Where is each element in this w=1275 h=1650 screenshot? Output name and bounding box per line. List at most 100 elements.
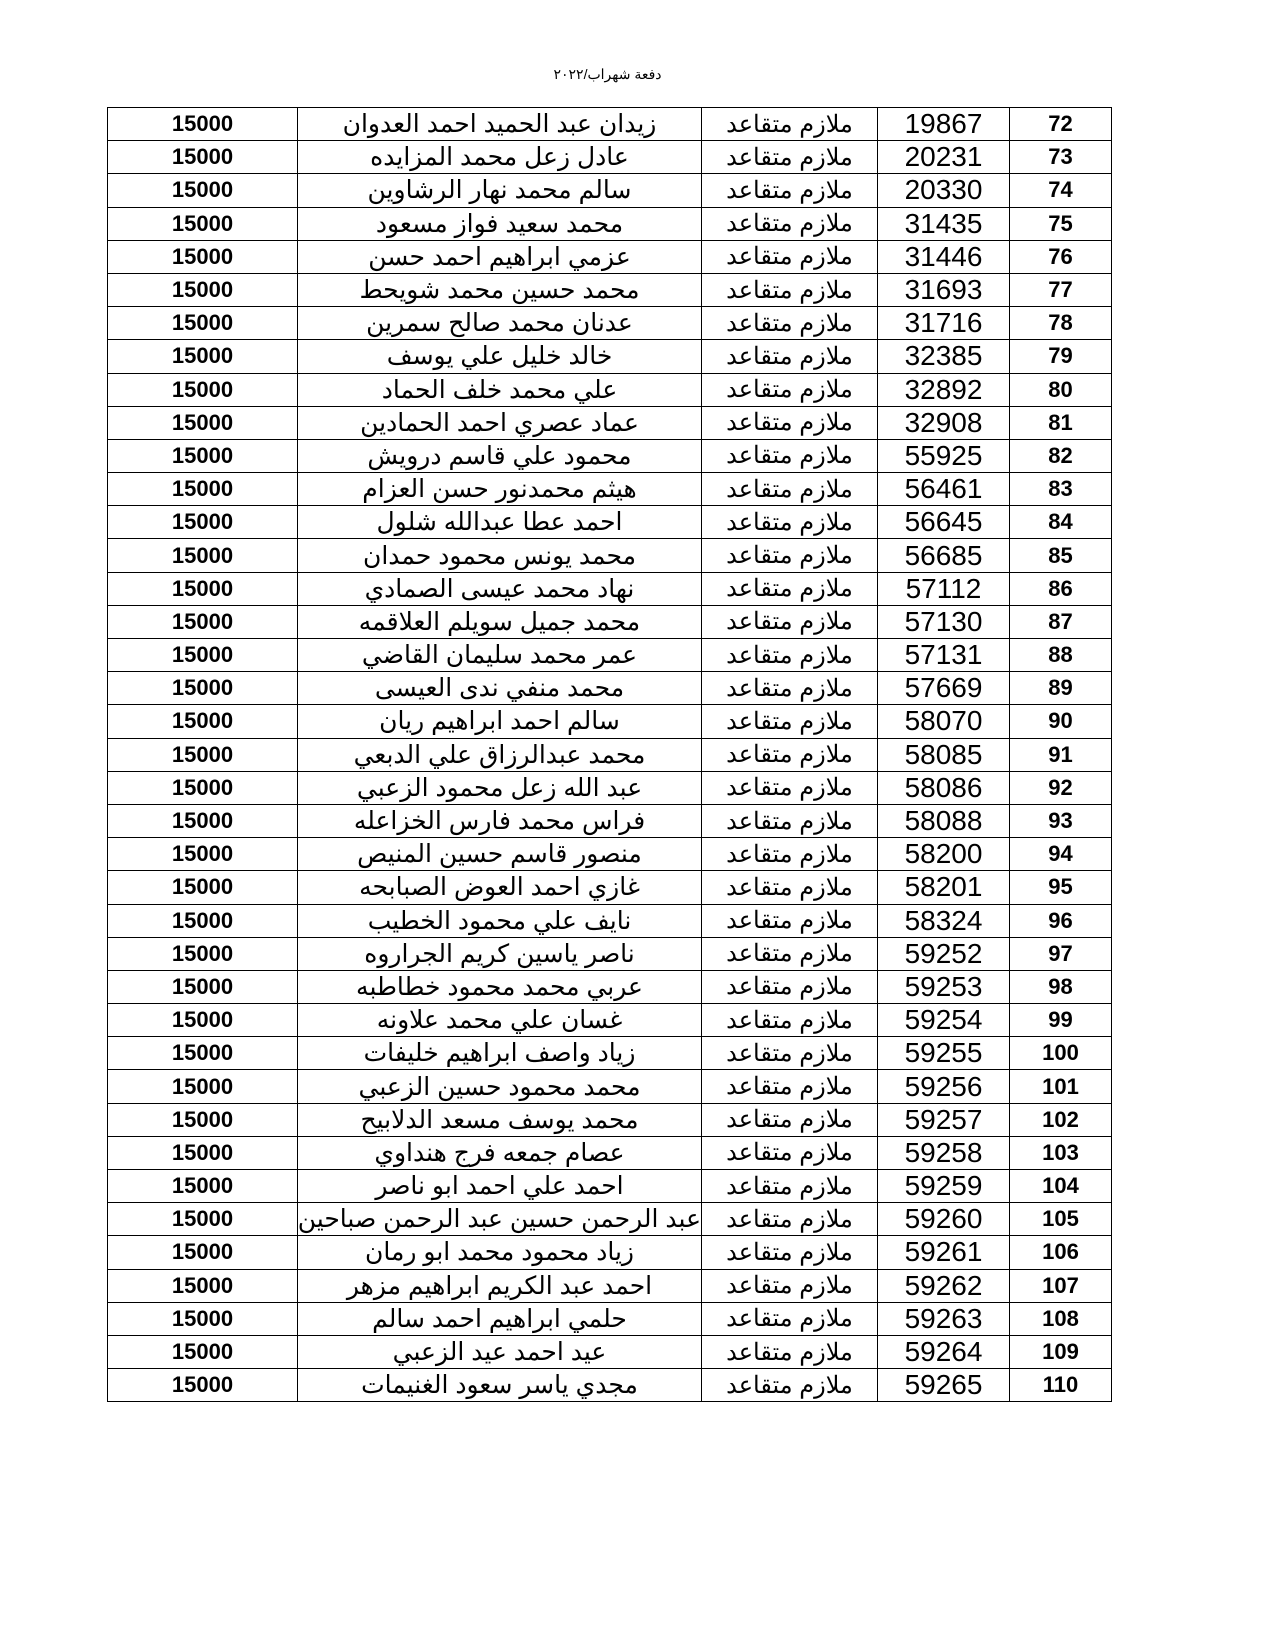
amount-cell: 15000 bbox=[107, 737, 298, 772]
sequence-cell: 105 bbox=[1009, 1202, 1112, 1237]
name-cell: عزمي ابراهيم احمد حسن bbox=[297, 239, 702, 274]
amount-cell: 15000 bbox=[107, 1268, 298, 1303]
amount-cell: 15000 bbox=[107, 1334, 298, 1370]
rank-cell: ملازم متقاعد bbox=[701, 1368, 878, 1403]
number-cell: 20231 bbox=[877, 140, 1010, 175]
amount-cell: 15000 bbox=[107, 1003, 298, 1038]
amount-cell: 15000 bbox=[107, 1069, 298, 1104]
amount-cell: 15000 bbox=[107, 903, 298, 938]
table-row: 15000 محمد جميل سويلم العلاقمه ملازم متقاع… bbox=[107, 604, 1112, 640]
table-row: 15000 عماد عصري احمد الحمادين ملازم متقاعد… bbox=[107, 405, 1112, 440]
number-cell: 20330 bbox=[877, 173, 1010, 208]
table-row: 15000 عزمي ابراهيم احمد حسن ملازم متقاعد 31… bbox=[107, 239, 1112, 274]
name-cell: غازي احمد العوض الصبابحه bbox=[297, 870, 702, 905]
table-row: 15000 عبد الله زعل محمود الزعبي ملازم متقا… bbox=[107, 770, 1112, 805]
table-row: 15000 محمد حسين محمد شويحط ملازم متقاعد 316… bbox=[107, 272, 1112, 308]
sequence-cell: 99 bbox=[1009, 1003, 1112, 1038]
amount-cell: 15000 bbox=[107, 1135, 298, 1171]
rank-cell: ملازم متقاعد bbox=[701, 1334, 878, 1370]
table-row: 15000 ناصر ياسين كريم الجراروه ملازم متقاع… bbox=[107, 936, 1112, 971]
name-cell: محمد حسين محمد شويحط bbox=[297, 272, 702, 308]
sequence-cell: 106 bbox=[1009, 1235, 1112, 1270]
rank-cell: ملازم متقاعد bbox=[701, 239, 878, 274]
amount-cell: 15000 bbox=[107, 306, 298, 341]
number-cell: 59263 bbox=[877, 1301, 1010, 1336]
table-row: 15000 احمد عبد الكريم ابراهيم مزهر ملازم م… bbox=[107, 1268, 1112, 1303]
rank-cell: ملازم متقاعد bbox=[701, 1135, 878, 1171]
table-row: 15000 زياد محمود محمد ابو رمان ملازم متقاع… bbox=[107, 1235, 1112, 1270]
rank-cell: ملازم متقاعد bbox=[701, 1036, 878, 1071]
rank-cell: ملازم متقاعد bbox=[701, 637, 878, 673]
amount-cell: 15000 bbox=[107, 372, 298, 407]
sequence-cell: 89 bbox=[1009, 671, 1112, 706]
number-cell: 31716 bbox=[877, 306, 1010, 341]
amount-cell: 15000 bbox=[107, 1168, 298, 1204]
amount-cell: 15000 bbox=[107, 1036, 298, 1071]
rank-cell: ملازم متقاعد bbox=[701, 538, 878, 573]
number-cell: 59264 bbox=[877, 1334, 1010, 1370]
table-row: 15000 محمد يونس محمود حمدان ملازم متقاعد 56… bbox=[107, 538, 1112, 573]
amount-cell: 15000 bbox=[107, 704, 298, 739]
amount-cell: 15000 bbox=[107, 936, 298, 971]
name-cell: محمود علي قاسم درويش bbox=[297, 438, 702, 474]
name-cell: عدنان محمد صالح سمرين bbox=[297, 306, 702, 341]
rank-cell: ملازم متقاعد bbox=[701, 339, 878, 374]
number-cell: 59258 bbox=[877, 1135, 1010, 1171]
amount-cell: 15000 bbox=[107, 637, 298, 673]
table-row: 15000 منصور قاسم حسين المنيص ملازم متقاعد 5… bbox=[107, 837, 1112, 872]
sequence-cell: 86 bbox=[1009, 571, 1112, 606]
rank-cell: ملازم متقاعد bbox=[701, 405, 878, 440]
name-cell: عيد احمد عيد الزعبي bbox=[297, 1334, 702, 1370]
sequence-cell: 73 bbox=[1009, 140, 1112, 175]
table-row: 15000 محمد سعيد فواز مسعود ملازم متقاعد 314… bbox=[107, 206, 1112, 241]
rank-cell: ملازم متقاعد bbox=[701, 372, 878, 407]
table-row: 15000 فراس محمد فارس الخزاعله ملازم متقاعد… bbox=[107, 803, 1112, 839]
name-cell: عبد الرحمن حسين عبد الرحمن صباحين bbox=[297, 1202, 702, 1237]
table-row: 15000 عادل زعل محمد المزايده ملازم متقاعد 2… bbox=[107, 140, 1112, 175]
name-cell: محمد عبدالرزاق علي الدبعي bbox=[297, 737, 702, 772]
number-cell: 58324 bbox=[877, 903, 1010, 938]
table-row: 15000 عصام جمعه فرج هنداوي ملازم متقاعد 592… bbox=[107, 1135, 1112, 1171]
name-cell: عمر محمد سليمان القاضي bbox=[297, 637, 702, 673]
rank-cell: ملازم متقاعد bbox=[701, 969, 878, 1005]
sequence-cell: 110 bbox=[1009, 1368, 1112, 1403]
name-cell: غسان علي محمد علاونه bbox=[297, 1003, 702, 1038]
name-cell: زياد محمود محمد ابو رمان bbox=[297, 1235, 702, 1270]
name-cell: سالم محمد نهار الرشاوين bbox=[297, 173, 702, 208]
table-row: 15000 سالم احمد ابراهيم ريان ملازم متقاعد 5… bbox=[107, 704, 1112, 739]
table-row: 15000 نهاد محمد عيسى الصمادي ملازم متقاعد 5… bbox=[107, 571, 1112, 606]
amount-cell: 15000 bbox=[107, 1202, 298, 1237]
rank-cell: ملازم متقاعد bbox=[701, 1301, 878, 1336]
sequence-cell: 78 bbox=[1009, 306, 1112, 341]
number-cell: 56461 bbox=[877, 472, 1010, 507]
sequence-cell: 109 bbox=[1009, 1334, 1112, 1370]
table-row: 15000 احمد عطا عبدالله شلول ملازم متقاعد 56… bbox=[107, 505, 1112, 540]
name-cell: عصام جمعه فرج هنداوي bbox=[297, 1135, 702, 1171]
amount-cell: 15000 bbox=[107, 140, 298, 175]
number-cell: 55925 bbox=[877, 438, 1010, 474]
sequence-cell: 72 bbox=[1009, 106, 1112, 142]
number-cell: 56685 bbox=[877, 538, 1010, 573]
name-cell: هيثم محمدنور حسن العزام bbox=[297, 472, 702, 507]
amount-cell: 15000 bbox=[107, 339, 298, 374]
table-row: 15000 عربي محمد محمود خطاطبه ملازم متقاعد 5… bbox=[107, 969, 1112, 1005]
rank-cell: ملازم متقاعد bbox=[701, 306, 878, 341]
sequence-cell: 74 bbox=[1009, 173, 1112, 208]
rank-cell: ملازم متقاعد bbox=[701, 903, 878, 938]
rank-cell: ملازم متقاعد bbox=[701, 1168, 878, 1204]
sequence-cell: 100 bbox=[1009, 1036, 1112, 1071]
sequence-cell: 107 bbox=[1009, 1268, 1112, 1303]
table-row: 15000 عدنان محمد صالح سمرين ملازم متقاعد 31… bbox=[107, 306, 1112, 341]
number-cell: 59254 bbox=[877, 1003, 1010, 1038]
rank-cell: ملازم متقاعد bbox=[701, 1235, 878, 1270]
name-cell: سالم احمد ابراهيم ريان bbox=[297, 704, 702, 739]
sequence-cell: 84 bbox=[1009, 505, 1112, 540]
number-cell: 58086 bbox=[877, 770, 1010, 805]
sequence-cell: 108 bbox=[1009, 1301, 1112, 1336]
amount-cell: 15000 bbox=[107, 870, 298, 905]
sequence-cell: 92 bbox=[1009, 770, 1112, 805]
number-cell: 59253 bbox=[877, 969, 1010, 1005]
name-cell: ناصر ياسين كريم الجراروه bbox=[297, 936, 702, 971]
name-cell: عربي محمد محمود خطاطبه bbox=[297, 969, 702, 1005]
sequence-cell: 85 bbox=[1009, 538, 1112, 573]
